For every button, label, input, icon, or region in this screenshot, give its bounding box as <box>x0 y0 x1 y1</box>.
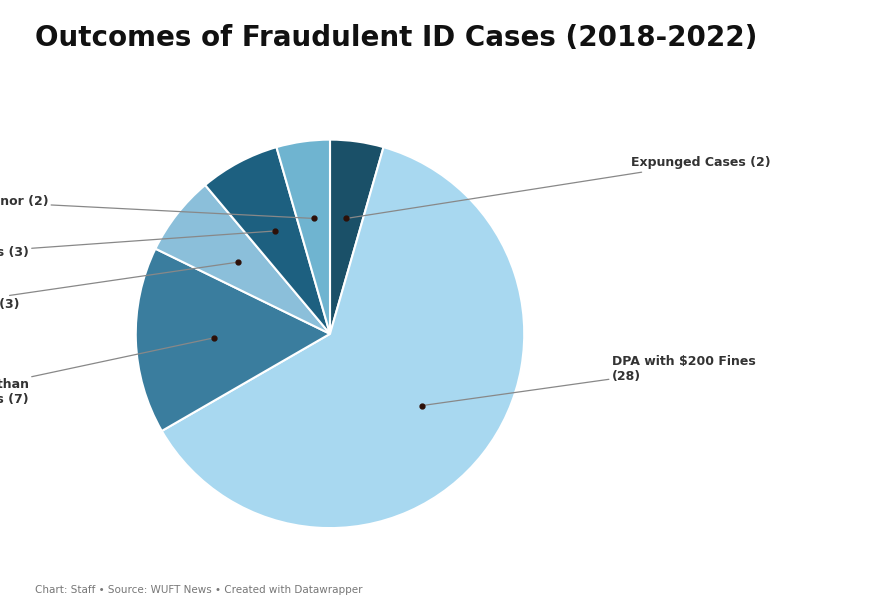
Text: DPA with More than
$200 Fines (7): DPA with More than $200 Fines (7) <box>0 338 214 406</box>
Text: Expunged Cases (2): Expunged Cases (2) <box>346 157 771 219</box>
Text: Misdemeanor (2): Misdemeanor (2) <box>0 195 314 219</box>
Wedge shape <box>205 147 330 334</box>
Wedge shape <box>276 140 330 334</box>
Text: Open Cases (3): Open Cases (3) <box>0 231 275 259</box>
Text: Outcomes of Fraudulent ID Cases (2018-2022): Outcomes of Fraudulent ID Cases (2018-20… <box>35 24 758 52</box>
Wedge shape <box>156 185 330 334</box>
Wedge shape <box>136 249 330 431</box>
Wedge shape <box>162 147 524 528</box>
Wedge shape <box>330 140 384 334</box>
Text: Charges Dropped (3): Charges Dropped (3) <box>0 262 238 311</box>
Text: DPA with $200 Fines
(28): DPA with $200 Fines (28) <box>422 355 755 405</box>
Text: Chart: Staff • Source: WUFT News • Created with Datawrapper: Chart: Staff • Source: WUFT News • Creat… <box>35 585 363 595</box>
